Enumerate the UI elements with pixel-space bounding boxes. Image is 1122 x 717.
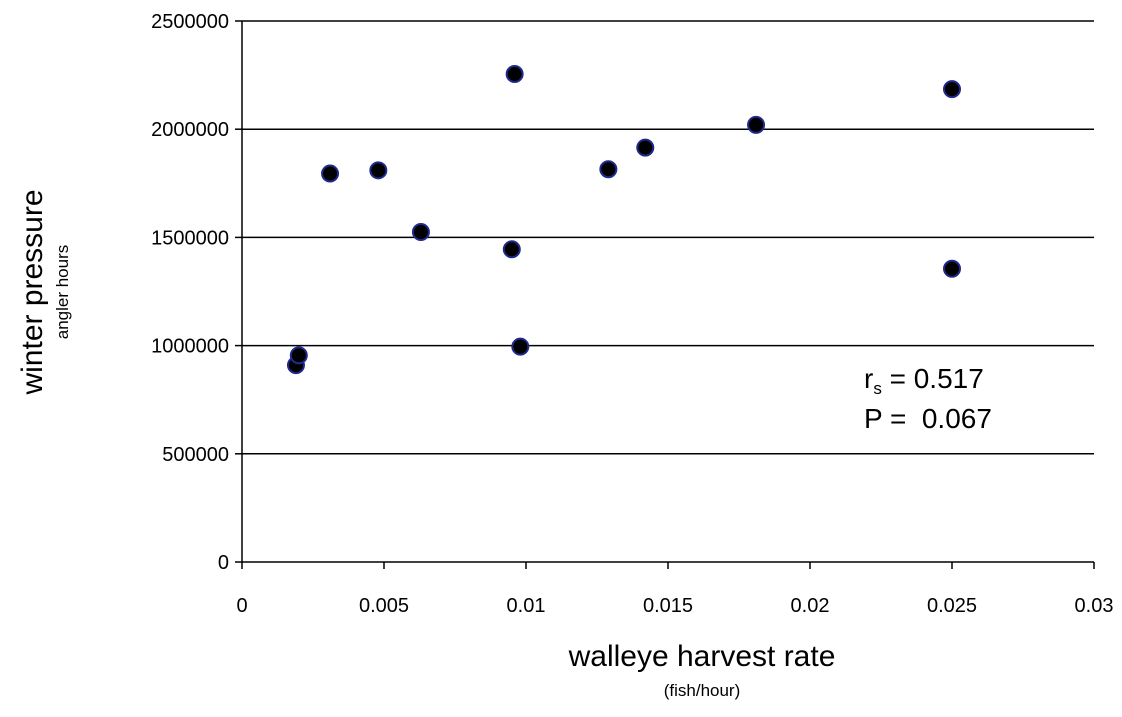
data-point xyxy=(599,160,618,179)
data-point xyxy=(411,222,430,241)
y-tick-label: 2000000 xyxy=(151,119,229,141)
y-axis-unit-label: angler hours xyxy=(53,245,72,340)
y-tick-labels: 0 500000 1000000 1500000 2000000 2500000 xyxy=(151,11,229,574)
y-tick-label: 1000000 xyxy=(151,336,229,358)
x-tick-label: 0.025 xyxy=(927,595,977,617)
rs-symbol: r xyxy=(864,363,873,394)
data-point xyxy=(511,337,530,356)
data-points xyxy=(286,65,961,375)
data-point xyxy=(943,259,961,278)
x-tick-label: 0.015 xyxy=(643,595,693,617)
x-axis-unit-label: (fish/hour) xyxy=(664,681,741,700)
data-point xyxy=(369,161,388,180)
x-tick-label: 0.01 xyxy=(507,595,546,617)
y-tick-label: 0 xyxy=(218,552,229,574)
data-point xyxy=(502,240,521,259)
y-axis-label: winter pressure xyxy=(16,189,49,395)
rs-annotation: rs = 0.517 xyxy=(864,363,984,398)
rs-subscript: s xyxy=(873,379,882,398)
x-tick-label: 0.02 xyxy=(791,595,830,617)
gridlines xyxy=(242,20,1094,455)
x-axis-label: walleye harvest rate xyxy=(568,640,836,673)
data-point xyxy=(636,138,655,157)
p-value-annotation: P = 0.067 xyxy=(864,403,992,434)
data-point xyxy=(747,115,766,134)
data-point xyxy=(321,164,340,183)
x-tick-labels: 0 0.005 0.01 0.015 0.02 0.025 0.03 xyxy=(236,595,1113,617)
y-tick-label: 1500000 xyxy=(151,227,229,249)
axes xyxy=(235,20,1095,569)
data-point xyxy=(289,346,308,365)
y-tick-label: 2500000 xyxy=(151,11,229,33)
data-point xyxy=(943,80,961,99)
x-tick-label: 0.005 xyxy=(359,595,409,617)
rs-value: = 0.517 xyxy=(882,363,984,394)
x-tick-label: 0 xyxy=(236,595,247,617)
data-point xyxy=(505,65,524,84)
y-tick-label: 500000 xyxy=(162,444,229,466)
x-tick-label: 0.03 xyxy=(1075,595,1114,617)
